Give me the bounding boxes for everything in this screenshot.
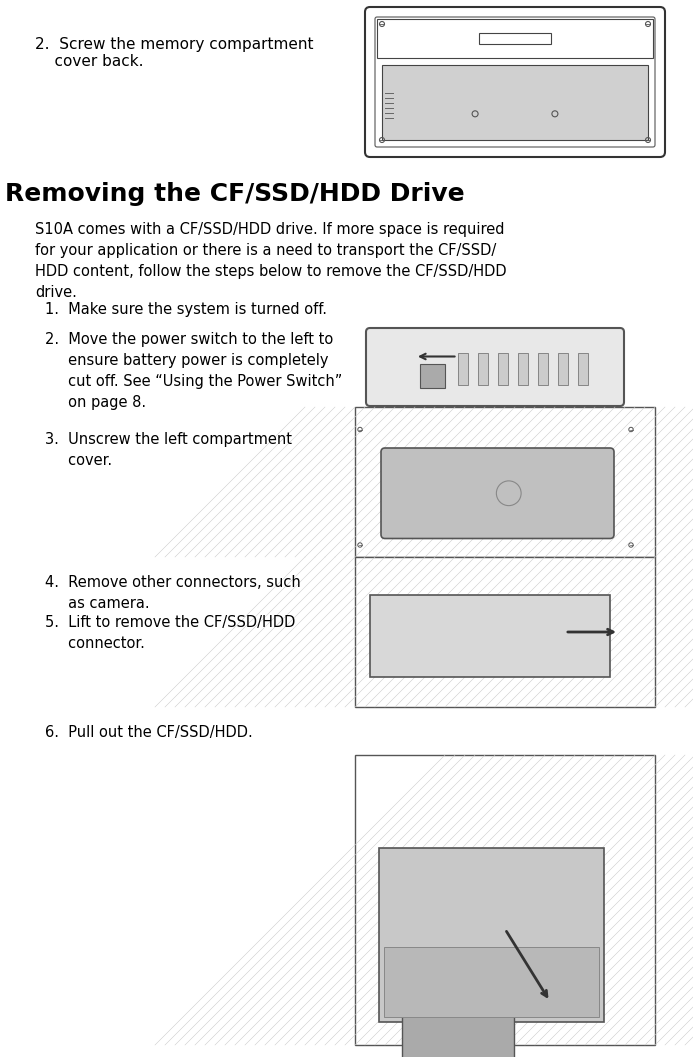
Bar <box>355 755 655 1045</box>
Bar <box>577 353 588 385</box>
Text: 4.  Remove other connectors, such
     as camera.: 4. Remove other connectors, such as came… <box>45 575 301 611</box>
Bar <box>355 557 655 707</box>
Bar <box>498 353 507 385</box>
Bar <box>557 353 568 385</box>
Text: 6.  Pull out the CF/SSD/HDD.: 6. Pull out the CF/SSD/HDD. <box>45 725 253 740</box>
Bar <box>538 353 547 385</box>
Bar <box>401 1013 514 1057</box>
Text: 2.  Move the power switch to the left to
     ensure battery power is completely: 2. Move the power switch to the left to … <box>45 332 342 410</box>
Bar <box>377 19 653 58</box>
Text: 3.  Unscrew the left compartment
     cover.: 3. Unscrew the left compartment cover. <box>45 432 292 468</box>
FancyBboxPatch shape <box>375 17 655 147</box>
Bar <box>518 353 527 385</box>
Text: 2.  Screw the memory compartment
    cover back.: 2. Screw the memory compartment cover ba… <box>35 37 313 70</box>
Bar <box>477 353 487 385</box>
Bar <box>355 407 655 557</box>
Bar <box>479 33 551 44</box>
Bar <box>384 947 599 1017</box>
FancyBboxPatch shape <box>381 448 614 538</box>
Text: 1.  Make sure the system is turned off.: 1. Make sure the system is turned off. <box>45 302 327 317</box>
Text: S10A comes with a CF/SSD/HDD drive. If more space is required
for your applicati: S10A comes with a CF/SSD/HDD drive. If m… <box>35 222 507 300</box>
Text: Removing the CF/SSD/HDD Drive: Removing the CF/SSD/HDD Drive <box>5 182 464 206</box>
Bar <box>457 353 468 385</box>
FancyBboxPatch shape <box>379 848 604 1022</box>
Text: 5.  Lift to remove the CF/SSD/HDD
     connector.: 5. Lift to remove the CF/SSD/HDD connect… <box>45 615 295 651</box>
Bar <box>420 364 445 388</box>
FancyBboxPatch shape <box>365 7 665 157</box>
Bar <box>370 594 610 676</box>
FancyBboxPatch shape <box>366 328 624 406</box>
Bar <box>382 66 648 140</box>
